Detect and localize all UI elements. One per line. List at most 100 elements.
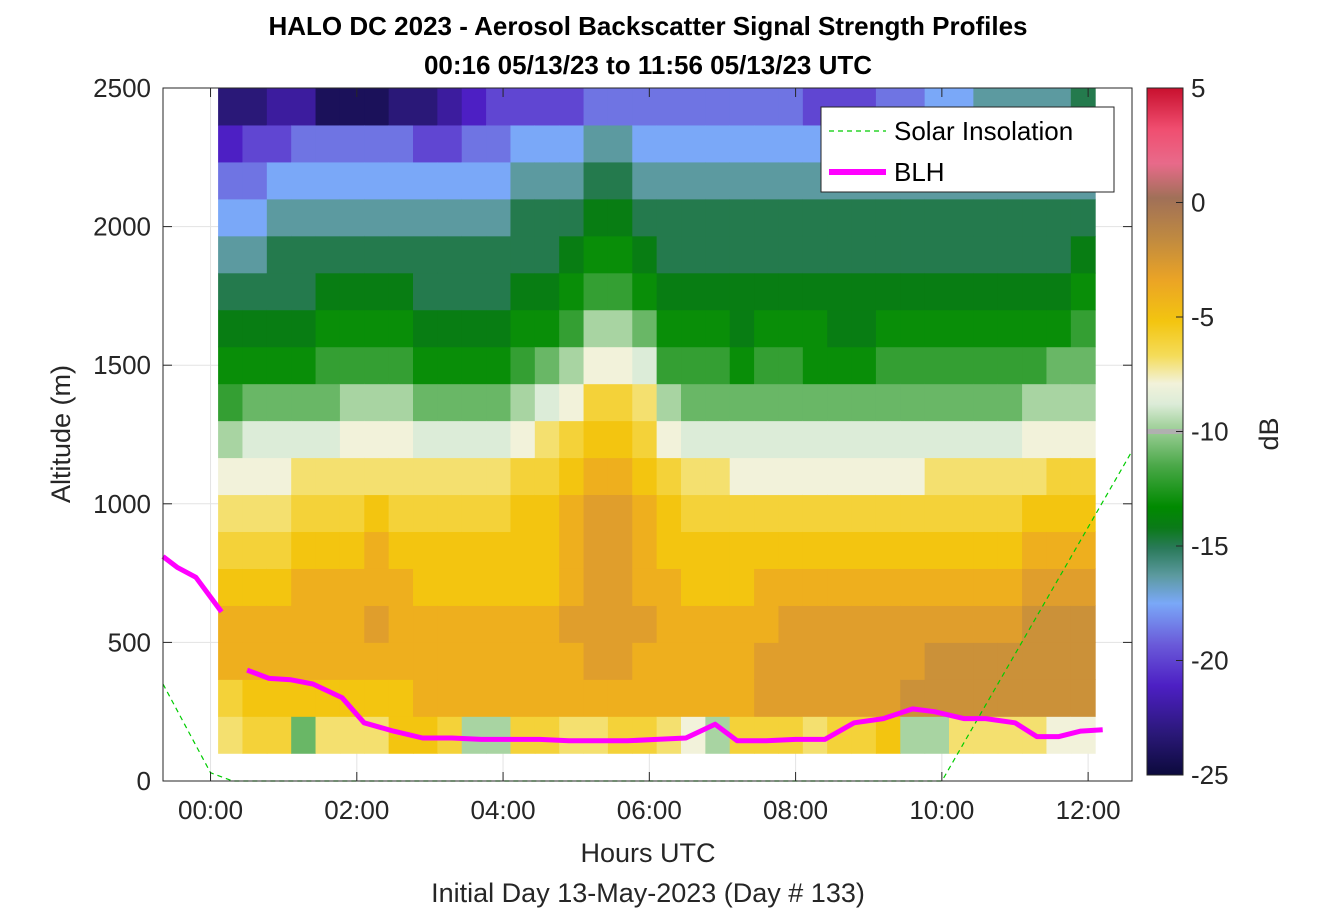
heatmap-cell — [875, 420, 901, 459]
x-axis-sublabel: Initial Day 13-May-2023 (Day # 133) — [431, 878, 865, 908]
heatmap-cell — [705, 642, 731, 680]
heatmap-cell — [510, 494, 536, 533]
heatmap-cell — [973, 420, 999, 459]
heatmap-cell — [827, 272, 853, 311]
heatmap-cell — [656, 716, 682, 754]
heatmap-cell — [827, 494, 853, 533]
heatmap-cell — [705, 531, 731, 569]
heatmap-cell — [559, 198, 585, 237]
heatmap-cell — [437, 420, 463, 459]
heatmap-cell — [607, 605, 633, 643]
heatmap-cell — [705, 235, 731, 274]
solar-insolation-line — [162, 450, 1133, 782]
heatmap-cell — [656, 679, 682, 717]
heatmap-cell — [534, 88, 560, 126]
heatmap-cell — [339, 568, 365, 606]
heatmap-cell — [266, 605, 292, 643]
heatmap-cell — [534, 642, 560, 680]
heatmap-cell — [291, 88, 317, 126]
heatmap-cell — [266, 494, 292, 533]
heatmap-cell — [1070, 309, 1096, 348]
heatmap-cell — [534, 420, 560, 459]
heatmap-cell — [681, 383, 706, 422]
heatmap-cell — [607, 272, 633, 311]
heatmap-cell — [1022, 568, 1047, 606]
heatmap-cell — [681, 235, 706, 274]
heatmap-cell — [1046, 235, 1072, 274]
heatmap-cell — [875, 272, 901, 311]
heatmap-cell — [388, 309, 414, 348]
heatmap-cell — [413, 568, 438, 606]
heatmap-cell — [705, 605, 731, 643]
heatmap-cell — [461, 235, 487, 274]
heatmap-cell — [510, 346, 536, 385]
heatmap-cell — [632, 568, 658, 606]
heatmap-cell — [997, 420, 1023, 459]
heatmap-cell — [266, 161, 292, 200]
heatmap-cell — [802, 568, 828, 606]
blh-line — [161, 554, 224, 614]
heatmap-cell — [1046, 642, 1072, 680]
heatmap-cell — [534, 716, 560, 754]
heatmap-cell — [461, 642, 487, 680]
heatmap-cell — [632, 383, 658, 422]
heatmap-cell — [802, 716, 828, 754]
heatmap-cell — [461, 716, 487, 754]
heatmap-cell — [875, 309, 901, 348]
heatmap-cell — [1070, 235, 1096, 274]
heatmap-cell — [339, 457, 365, 496]
heatmap-cell — [315, 88, 341, 126]
heatmap-cell — [778, 198, 804, 237]
chart-title: HALO DC 2023 - Aerosol Backscatter Signa… — [268, 11, 1027, 41]
heatmap-cell — [413, 383, 438, 422]
heatmap-cell — [218, 272, 243, 311]
heatmap-cell — [851, 420, 877, 459]
heatmap-cell — [778, 272, 804, 311]
heatmap-cell — [997, 642, 1023, 680]
heatmap-cell — [461, 272, 487, 311]
heatmap-cell — [851, 309, 877, 348]
heatmap-cell — [729, 716, 755, 754]
heatmap-cell — [778, 309, 804, 348]
heatmap-cell — [339, 235, 365, 274]
heatmap-cell — [486, 198, 511, 237]
heatmap-cell — [510, 309, 536, 348]
heatmap-cell — [705, 494, 731, 533]
heatmap-cell — [291, 198, 317, 237]
heatmap-cell — [875, 716, 901, 754]
heatmap-cell — [656, 494, 682, 533]
heatmap — [218, 88, 1096, 754]
heatmap-cell — [924, 235, 950, 274]
heatmap-cell — [973, 383, 999, 422]
heatmap-cell — [754, 716, 779, 754]
heatmap-cell — [900, 642, 926, 680]
heatmap-cell — [291, 531, 317, 569]
heatmap-cell — [705, 124, 731, 163]
colorbar-tick-label: -25 — [1191, 760, 1229, 790]
heatmap-cell — [924, 716, 950, 754]
heatmap-cell — [754, 346, 779, 385]
heatmap-cell — [291, 605, 317, 643]
heatmap-cell — [973, 642, 999, 680]
heatmap-cell — [242, 605, 268, 643]
heatmap-cell — [1070, 642, 1096, 680]
heatmap-cell — [266, 309, 292, 348]
y-tick-label: 0 — [137, 766, 151, 796]
heatmap-cell — [754, 494, 779, 533]
legend-solar-label: Solar Insolation — [894, 116, 1073, 146]
heatmap-cell — [510, 531, 536, 569]
heatmap-cell — [486, 235, 511, 274]
heatmap-cell — [900, 605, 926, 643]
heatmap-cell — [924, 346, 950, 385]
heatmap-cell — [364, 124, 390, 163]
heatmap-cell — [218, 124, 243, 163]
heatmap-cell — [218, 235, 243, 274]
heatmap-cell — [339, 642, 365, 680]
heatmap-cell — [973, 716, 999, 754]
heatmap-cell — [681, 198, 706, 237]
heatmap-cell — [559, 383, 585, 422]
heatmap-cell — [534, 494, 560, 533]
heatmap-cell — [1022, 272, 1047, 311]
heatmap-cell — [1046, 494, 1072, 533]
heatmap-cell — [900, 346, 926, 385]
